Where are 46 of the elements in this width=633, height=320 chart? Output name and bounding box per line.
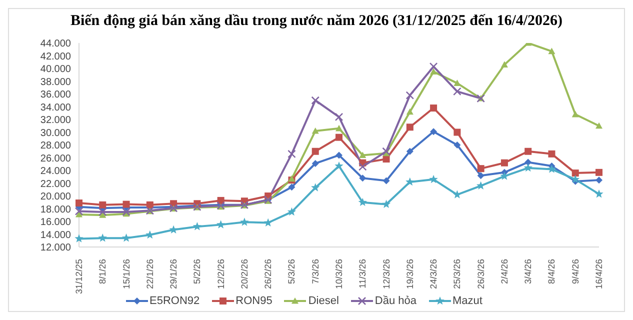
y-tick-label: 34.000 — [40, 102, 72, 114]
x-tick-label: 8/4/26 — [546, 259, 557, 284]
y-tick-label: 20.000 — [40, 192, 72, 203]
chart-title: Biến động giá bán xăng dầu trong nước năm 2026 (31/12/2025 đến 16/4/2026) — [69, 12, 564, 31]
x-tick-label: 12/3/26 — [381, 259, 392, 290]
x-tick-label: 16/4/26 — [594, 259, 604, 290]
y-tick-label: 30.000 — [40, 128, 72, 139]
y-tick-label: 32.000 — [40, 115, 72, 126]
legend-label: Dầu hỏa — [374, 295, 417, 307]
x-tick-label: 5/2/26 — [192, 259, 202, 284]
y-tick-label: 44.000 — [40, 38, 72, 50]
y-tick-label: 18.000 — [40, 204, 72, 216]
x-tick-label: 19/3/26 — [404, 259, 415, 290]
x-tick-label: 10/3/26 — [334, 259, 344, 290]
x-tick-label: 22/1/26 — [144, 259, 155, 290]
y-tick-label: 22.000 — [40, 178, 72, 190]
x-tick-label: 7/3/26 — [310, 259, 320, 284]
x-tick-label: 11/3/26 — [358, 259, 368, 288]
legend-label: E5RON92 — [150, 295, 200, 307]
x-tick-label: 26/2/26 — [263, 259, 274, 290]
legend-label: Diesel — [308, 295, 339, 307]
y-tick-label: 40.000 — [40, 64, 72, 76]
x-tick-label: 29/1/26 — [168, 259, 179, 290]
x-tick-label: 15/1/26 — [121, 259, 132, 290]
y-tick-label: 28.000 — [40, 140, 72, 152]
y-tick-label: 14.000 — [40, 230, 72, 241]
y-tick-label: 36.000 — [40, 90, 72, 101]
y-tick-label: 12.000 — [40, 242, 72, 254]
x-tick-label: 2/4/26 — [499, 259, 510, 284]
x-tick-label: 8/1/26 — [98, 259, 108, 284]
y-tick-label: 16.000 — [40, 217, 72, 228]
y-tick-label: 26.000 — [40, 153, 72, 164]
x-tick-label: 9/4/26 — [570, 259, 580, 284]
x-tick-label: 25/3/26 — [452, 259, 462, 290]
y-tick-label: 24.000 — [40, 166, 72, 178]
x-tick-label: 31/12/25 — [74, 259, 84, 294]
x-tick-label: 5/3/26 — [286, 259, 297, 284]
x-tick-label: 24/3/26 — [428, 259, 439, 290]
y-tick-label: 38.000 — [40, 76, 72, 88]
legend-label: Mazut — [452, 295, 482, 307]
legend-label: RON95 — [236, 295, 272, 307]
x-tick-label: 12/2/26 — [216, 259, 226, 290]
x-tick-label: 26/3/26 — [476, 259, 486, 290]
x-tick-label: 3/4/26 — [523, 259, 534, 284]
y-tick-label: 42.000 — [40, 51, 72, 62]
x-tick-label: 20/2/26 — [239, 259, 250, 290]
